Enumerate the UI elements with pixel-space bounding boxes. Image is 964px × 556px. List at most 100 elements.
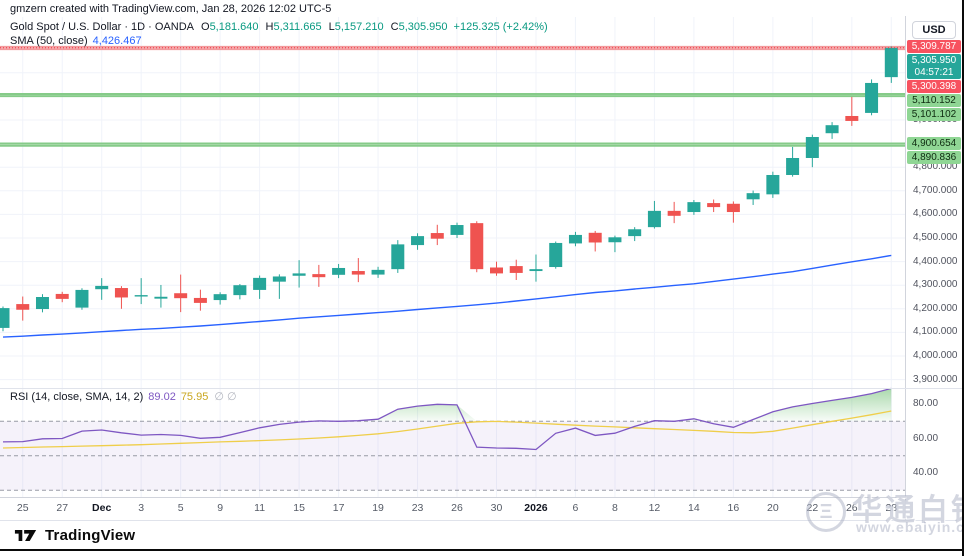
price-line-label: 5,101.102 — [907, 108, 961, 122]
time-axis-label: 26 — [451, 502, 463, 514]
candle-body — [509, 266, 523, 273]
tradingview-logo-text: TradingView — [45, 527, 136, 544]
time-axis-label: 26 — [845, 502, 858, 514]
candle-body — [351, 271, 365, 275]
time-axis-label: 12 — [648, 502, 661, 514]
price-axis-label: 4,300.000 — [913, 279, 958, 291]
sma-line — [2, 254, 892, 338]
price-line-label: 5,309.787 — [907, 40, 961, 54]
candle-body — [549, 242, 563, 268]
time-axis-label: 20 — [767, 502, 779, 514]
candle-body — [371, 269, 385, 275]
price-axis[interactable]: USD 5,000.0004,800.0004,700.0004,600.000… — [905, 16, 962, 520]
tradingview-logo-icon — [14, 529, 37, 542]
ohlc-value: 5,311.665 — [273, 21, 322, 33]
symbol-title[interactable]: Gold Spot / U.S. Dollar · 1D · OANDA — [10, 21, 194, 33]
candle-body — [16, 304, 30, 310]
rsi-ma-line — [2, 410, 892, 449]
price-axis-label: 4,700.000 — [913, 184, 958, 196]
price-axis-label: 4,400.000 — [913, 255, 958, 267]
candle-body — [292, 273, 306, 276]
change-value: +125.325 (+2.42%) — [453, 21, 548, 33]
time-axis-label: 9 — [217, 502, 224, 514]
candle-body — [35, 297, 49, 310]
candle-body — [746, 193, 760, 200]
last-price-label: 5,305.950 04:57:21 — [907, 54, 961, 80]
rsi-indicator-label[interactable]: RSI (14, close, SMA, 14, 2) — [10, 391, 144, 403]
ohlc-value: 5,181.640 — [209, 21, 259, 33]
rsi-axis-label: 80.00 — [913, 398, 939, 409]
time-axis-label: 22 — [806, 502, 819, 514]
candle-body — [608, 237, 622, 243]
price-axis-label: 4,200.000 — [913, 302, 958, 314]
candle-body — [114, 288, 128, 298]
rsi-legend: RSI (14, close, SMA, 14, 2) 89.02 75.95 ∅ ∅ — [10, 390, 237, 403]
candle-body — [825, 125, 839, 134]
time-axis-label: 23 — [411, 502, 424, 514]
candle-body — [865, 82, 879, 113]
candle-body — [470, 223, 484, 270]
pane-separator[interactable] — [0, 388, 962, 389]
candle-body — [588, 232, 602, 243]
candle-body — [726, 203, 740, 213]
ohlc-key: C — [390, 21, 399, 33]
candle-body — [55, 293, 69, 299]
price-line-label: 5,110.152 — [907, 94, 961, 108]
candle-body — [766, 174, 780, 195]
candle-body — [312, 274, 326, 278]
time-axis-label: 15 — [293, 502, 305, 514]
price-line-label: 5,300.398 — [907, 80, 961, 94]
price-axis-label: 4,000.000 — [913, 350, 958, 361]
ohlc-key: L — [328, 21, 335, 33]
time-axis-label: 11 — [254, 502, 266, 514]
candle-body — [75, 289, 89, 308]
price-axis-label: 4,800.000 — [913, 161, 958, 173]
time-axis[interactable]: 25 27 Dec 3 5 9 11 15 17 19 23 26 30 2026 6 8 12 14 16 20 22… — [0, 497, 905, 521]
time-axis-label: 28 — [885, 502, 898, 514]
bottom-rule — [0, 549, 962, 551]
candle-body — [0, 308, 10, 328]
rsi-empty-flags: ∅ ∅ — [214, 391, 237, 403]
rsi-ma-value: 75.95 — [180, 391, 209, 403]
symbol-legend: Gold Spot / U.S. Dollar · 1D · OANDA O5,1… — [10, 20, 548, 48]
time-axis-label: 27 — [56, 502, 69, 514]
candle-body — [707, 203, 721, 208]
bar-countdown: 04:57:21 — [914, 66, 954, 78]
time-axis-label: 5 — [177, 502, 184, 514]
time-axis-label: 3 — [138, 502, 145, 514]
candle-body — [213, 294, 227, 301]
tradingview-logo[interactable]: TradingView — [14, 527, 135, 544]
candle-body — [529, 269, 543, 272]
candle-body — [193, 297, 207, 303]
time-axis-label: 8 — [612, 502, 618, 514]
candle-body — [95, 285, 109, 290]
attribution-text: gmzern created with TradingView.com, Jan… — [10, 3, 332, 15]
candle-body — [233, 285, 247, 296]
candle-body — [687, 202, 701, 213]
candle-body — [667, 210, 681, 216]
ohlc-key: O — [201, 21, 210, 33]
rsi-value: 89.02 — [148, 391, 176, 403]
price-line-label: 4,890.836 — [907, 150, 961, 164]
price-axis-label: 4,100.000 — [913, 326, 958, 338]
candle-body — [628, 229, 642, 237]
rsi-line — [2, 387, 892, 451]
time-axis-label: 6 — [572, 502, 579, 514]
candle-body — [450, 225, 464, 235]
ohlc-key: H — [265, 21, 274, 33]
candle-body — [568, 234, 582, 244]
ohlc-value: 5,157.210 — [334, 21, 384, 33]
time-axis-label: 19 — [372, 502, 384, 514]
sma-value: 4,426.467 — [92, 35, 142, 47]
price-line-label: 4,900.654 — [907, 136, 961, 150]
candle-body — [845, 115, 859, 121]
chart-canvas[interactable] — [0, 0, 964, 520]
candle-body — [332, 267, 346, 275]
candle-body — [174, 293, 188, 299]
currency-button[interactable]: USD — [912, 21, 956, 39]
last-price-value: 5,305.950 — [911, 54, 957, 66]
candle-body — [253, 277, 267, 290]
ohlc-value: 5,305.950 — [398, 21, 448, 33]
sma-indicator-label[interactable]: SMA (50, close) — [10, 35, 88, 47]
